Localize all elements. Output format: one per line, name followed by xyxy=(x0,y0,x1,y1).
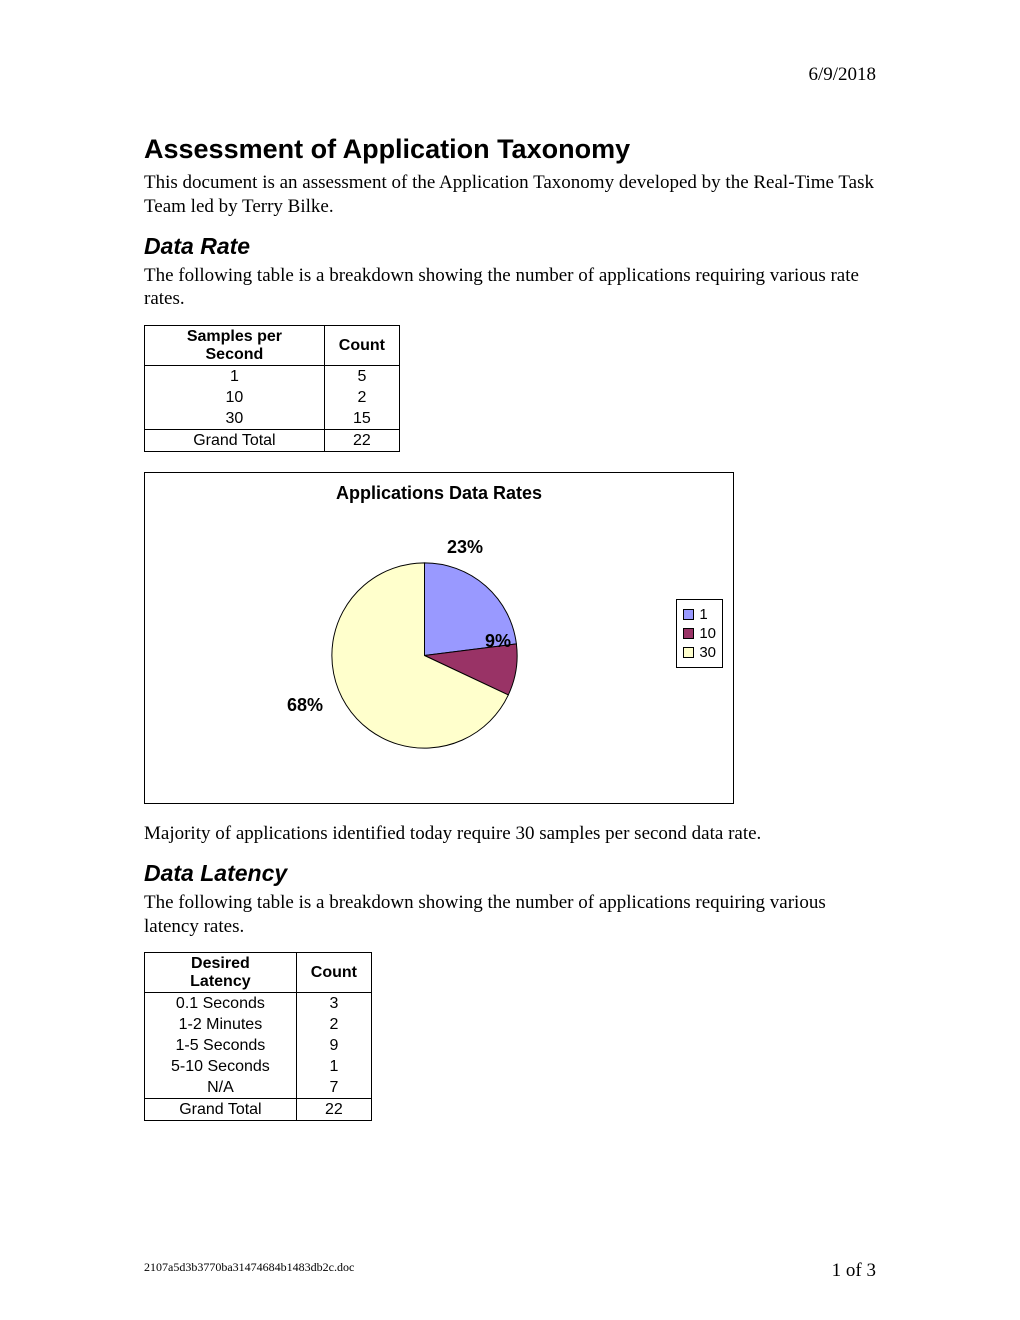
section-text: The following table is a breakdown showi… xyxy=(144,264,876,312)
pie-svg xyxy=(327,558,522,753)
table-cell: 1-5 Seconds xyxy=(145,1035,297,1056)
table-cell: 22 xyxy=(324,430,399,452)
legend-swatch-icon xyxy=(683,628,694,639)
page-title: Assessment of Application Taxonomy xyxy=(144,134,876,165)
section-text: The following table is a breakdown showi… xyxy=(144,891,876,939)
table-cell: 15 xyxy=(324,408,399,430)
table-cell: 0.1 Seconds xyxy=(145,993,297,1015)
table-header: Desired Latency xyxy=(145,953,297,993)
table-cell: 3 xyxy=(296,993,371,1015)
legend-item: 10 xyxy=(683,625,716,642)
latency-table: Desired Latency Count 0.1 Seconds 3 1-2 … xyxy=(144,952,372,1121)
section-heading-latency: Data Latency xyxy=(144,860,876,887)
table-row: N/A 7 xyxy=(145,1077,372,1099)
table-row: 1-2 Minutes 2 xyxy=(145,1014,372,1035)
legend-label: 30 xyxy=(699,644,716,661)
table-header: Count xyxy=(324,326,399,366)
page-date: 6/9/2018 xyxy=(144,64,876,86)
legend-swatch-icon xyxy=(683,647,694,658)
legend-label: 10 xyxy=(699,625,716,642)
table-cell: N/A xyxy=(145,1077,297,1099)
table-cell: Grand Total xyxy=(145,1099,297,1121)
page: 6/9/2018 Assessment of Application Taxon… xyxy=(0,0,1020,1320)
table-row: 0.1 Seconds 3 xyxy=(145,993,372,1015)
table-cell: 1 xyxy=(145,366,325,388)
table-cell: 9 xyxy=(296,1035,371,1056)
table-cell: 1-2 Minutes xyxy=(145,1014,297,1035)
table-cell: 7 xyxy=(296,1077,371,1099)
table-row-total: Grand Total 22 xyxy=(145,430,400,452)
legend-label: 1 xyxy=(699,606,707,623)
legend-item: 1 xyxy=(683,606,716,623)
table-cell: 5-10 Seconds xyxy=(145,1056,297,1077)
table-row: 5-10 Seconds 1 xyxy=(145,1056,372,1077)
slice-label-9: 9% xyxy=(485,631,511,652)
data-rate-table: Samples per Second Count 1 5 10 2 30 15 … xyxy=(144,325,400,452)
table-cell: 22 xyxy=(296,1099,371,1121)
table-cell: 5 xyxy=(324,366,399,388)
pie-wrap xyxy=(327,558,522,753)
table-header: Samples per Second xyxy=(145,326,325,366)
table-cell: 2 xyxy=(324,387,399,408)
chart-legend: 1 10 30 xyxy=(676,599,723,668)
section-heading-data-rate: Data Rate xyxy=(144,233,876,260)
table-header: Count xyxy=(296,953,371,993)
table-row: 10 2 xyxy=(145,387,400,408)
pie-chart: Applications Data Rates 23% 9% 68% 1 10 … xyxy=(144,472,734,804)
chart-title: Applications Data Rates xyxy=(145,473,733,504)
page-footer: 2107a5d3b3770ba31474684b1483db2c.doc 1 o… xyxy=(144,1260,876,1282)
table-row-total: Grand Total 22 xyxy=(145,1099,372,1121)
slice-label-23: 23% xyxy=(447,537,483,558)
table-cell: Grand Total xyxy=(145,430,325,452)
table-cell: 30 xyxy=(145,408,325,430)
section-conclusion: Majority of applications identified toda… xyxy=(144,822,876,846)
table-row: 1 5 xyxy=(145,366,400,388)
slice-label-68: 68% xyxy=(287,695,323,716)
intro-text: This document is an assessment of the Ap… xyxy=(144,171,876,219)
table-cell: 1 xyxy=(296,1056,371,1077)
footer-filename: 2107a5d3b3770ba31474684b1483db2c.doc xyxy=(144,1260,354,1282)
table-row: 30 15 xyxy=(145,408,400,430)
footer-page-number: 1 of 3 xyxy=(832,1260,876,1282)
table-row: 1-5 Seconds 9 xyxy=(145,1035,372,1056)
table-cell: 2 xyxy=(296,1014,371,1035)
legend-item: 30 xyxy=(683,644,716,661)
legend-swatch-icon xyxy=(683,609,694,620)
table-cell: 10 xyxy=(145,387,325,408)
